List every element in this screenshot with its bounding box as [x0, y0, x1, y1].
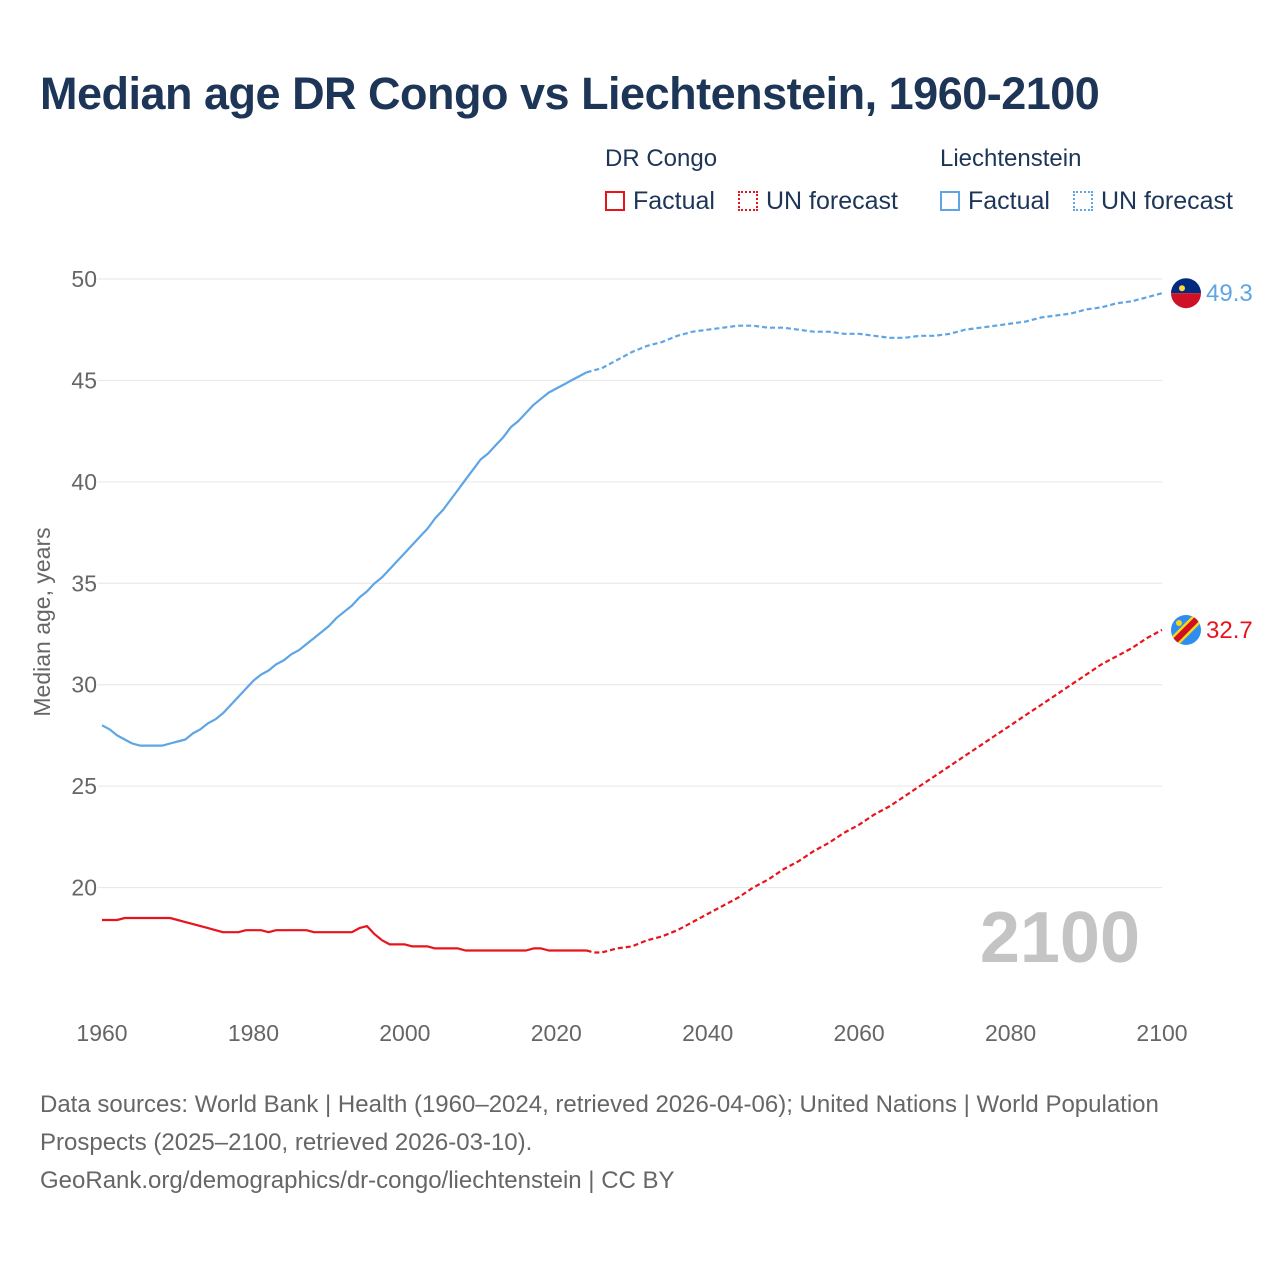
series-lines	[101, 292, 1163, 954]
legend-swatch-dotted-icon	[738, 191, 758, 211]
dr-congo-factual-line[interactable]	[102, 916, 587, 952]
x-tick-label: 2080	[985, 1020, 1036, 1046]
x-tick-label: 1980	[228, 1020, 279, 1046]
liechtenstein-end-value-label: 49.3	[1206, 280, 1253, 307]
legend-swatch-solid-icon	[940, 191, 960, 211]
legend-group-liechtenstein: Liechtenstein	[940, 145, 1082, 172]
legend-swatch-dotted-icon	[1073, 191, 1093, 211]
liechtenstein-factual-line[interactable]	[101, 371, 588, 747]
legend-item-dr-congo-factual[interactable]: Factual	[605, 186, 715, 216]
x-tick-label: 1960	[76, 1020, 127, 1046]
legend-group-dr-congo: DR Congo	[605, 145, 718, 172]
liechtenstein-forecast-line[interactable]	[586, 292, 1163, 374]
legend-label: UN forecast	[1101, 186, 1233, 215]
y-tick-label: 35	[71, 570, 97, 596]
x-tick-label: 2040	[682, 1020, 733, 1046]
y-tick-label: 25	[71, 773, 97, 799]
legend-label: UN forecast	[766, 186, 898, 215]
series-end-markers: 49.3 32.7	[1171, 278, 1253, 645]
x-tick-label: 2060	[834, 1020, 885, 1046]
line-chart: 20 25 30 35 40 45 50 1960 1980 2000 2020 2040 2060 2…	[29, 266, 1253, 1046]
footer: Data sources: World Bank | Health (1960–…	[40, 1086, 1200, 1200]
legend-label: Factual	[968, 186, 1050, 215]
x-tick-label: 2020	[531, 1020, 582, 1046]
x-axis-ticks: 1960 1980 2000 2020 2040 2060 2080 2100	[76, 1020, 1187, 1046]
y-tick-label: 40	[71, 469, 97, 495]
legend-item-liechtenstein-forecast[interactable]: UN forecast	[1073, 186, 1233, 216]
liechtenstein-flag-icon	[1171, 278, 1201, 309]
chart-title: Median age DR Congo vs Liechtenstein, 19…	[40, 68, 1100, 119]
legend-swatch-solid-icon	[605, 191, 625, 211]
dr-congo-forecast-line[interactable]	[586, 628, 1163, 954]
footer-link[interactable]: GeoRank.org/demographics/dr-congo/liecht…	[40, 1167, 675, 1194]
y-tick-label: 50	[71, 266, 97, 292]
dr-congo-end-value-label: 32.7	[1206, 617, 1253, 644]
legend-item-dr-congo-forecast[interactable]: UN forecast	[738, 186, 898, 216]
dr-congo-flag-icon	[1171, 614, 1201, 645]
y-axis-ticks: 20 25 30 35 40 45 50	[71, 266, 97, 901]
y-tick-label: 45	[71, 367, 97, 393]
y-tick-label: 30	[71, 672, 97, 698]
y-tick-label: 20	[71, 875, 97, 901]
legend-item-liechtenstein-factual[interactable]: Factual	[940, 186, 1050, 216]
footer-sources: Data sources: World Bank | Health (1960–…	[40, 1091, 1159, 1156]
year-watermark: 2100	[980, 898, 1140, 978]
y-axis-label: Median age, years	[29, 527, 55, 716]
legend-label: Factual	[633, 186, 715, 215]
x-tick-label: 2000	[379, 1020, 430, 1046]
x-tick-label: 2100	[1136, 1020, 1187, 1046]
grid-lines	[98, 278, 1162, 889]
